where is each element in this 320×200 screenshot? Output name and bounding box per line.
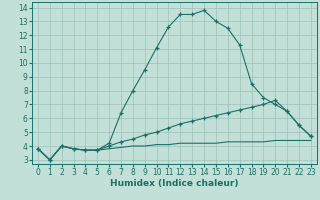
- X-axis label: Humidex (Indice chaleur): Humidex (Indice chaleur): [110, 179, 239, 188]
